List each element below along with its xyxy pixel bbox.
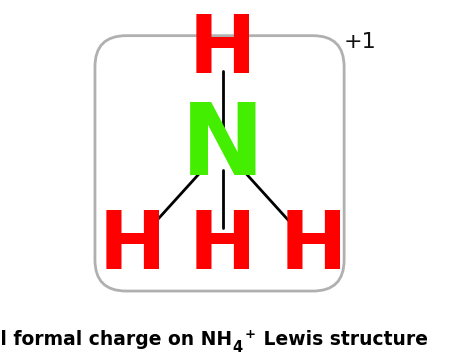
Text: H: H [99,208,166,286]
Text: N: N [181,99,264,196]
Text: H: H [279,208,346,286]
Text: Overall formal charge on NH: Overall formal charge on NH [0,330,232,349]
Text: H: H [188,208,256,286]
FancyBboxPatch shape [95,36,344,291]
Text: +: + [244,328,255,341]
Text: 4: 4 [232,340,242,355]
Text: Lewis structure: Lewis structure [257,330,427,349]
Text: H: H [188,12,256,90]
Text: +1: +1 [343,32,375,52]
